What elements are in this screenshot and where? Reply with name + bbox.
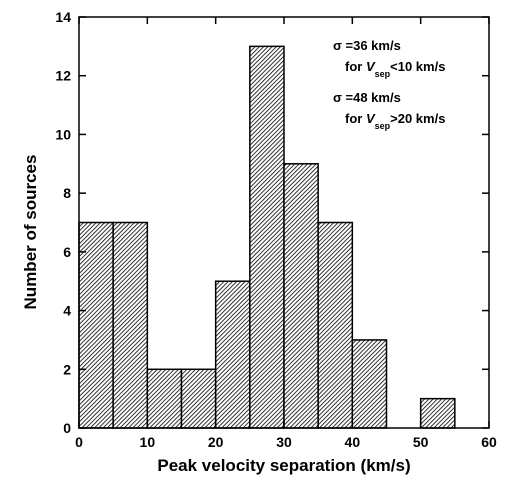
bar [419,397,456,429]
bar [146,368,183,429]
y-tick-label: 6 [63,244,71,260]
annotation-condition: for Vsep>20 km/s [345,111,445,131]
y-tick-label: 12 [55,68,71,84]
y-tick-label: 14 [55,9,71,25]
annotation-part: V [366,111,376,126]
annotation-part: sep [375,69,391,79]
annotation-part: sep [375,121,391,131]
x-tick-label: 50 [413,434,429,450]
annotation-part: <10 km/s [390,59,445,74]
annotation-part: >20 km/s [390,111,445,126]
bar [351,339,388,429]
bar [112,221,149,429]
y-tick-label: 10 [55,126,71,142]
bar [214,280,251,429]
x-tick-label: 40 [345,434,361,450]
y-tick-label: 4 [63,303,71,319]
bar [317,221,354,429]
bar [78,221,114,429]
bar [283,163,319,429]
y-tick-label: 8 [63,185,71,201]
x-tick-label: 10 [140,434,156,450]
annotation-sigma: σ =48 km/s [333,90,401,105]
x-tick-label: 0 [75,434,83,450]
y-tick-label: 0 [63,420,71,436]
annotation-part: for [345,59,366,74]
annotation-part: for [345,111,366,126]
annotation-part: V [366,59,376,74]
bar [249,45,285,429]
bar [180,368,217,429]
y-axis-label: Number of sources [21,155,40,310]
x-tick-label: 30 [276,434,292,450]
x-tick-label: 20 [208,434,224,450]
annotation-condition: for Vsep<10 km/s [345,59,445,79]
x-tick-label: 60 [481,434,497,450]
x-axis-label: Peak velocity separation (km/s) [157,456,410,475]
y-tick-label: 2 [63,361,71,377]
annotation-sigma: σ =36 km/s [333,38,401,53]
